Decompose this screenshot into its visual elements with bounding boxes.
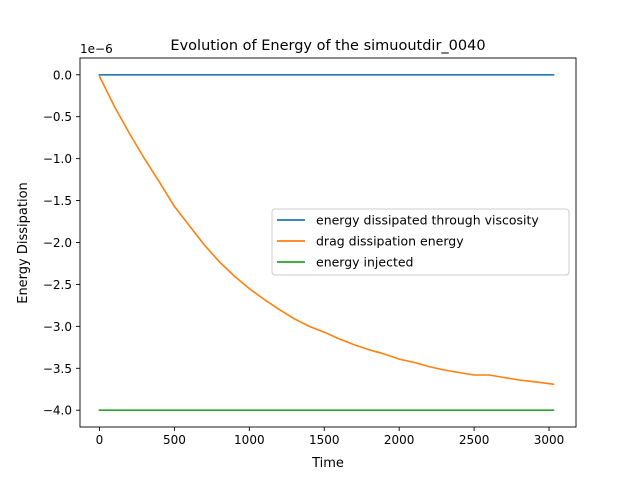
y-tick-label: −4.0 <box>43 404 72 418</box>
series-line-drag-dissipation-energy <box>98 75 555 386</box>
y-tick-label: 0.0 <box>53 68 72 82</box>
x-tick-label: 2500 <box>459 433 490 447</box>
y-tick-label: −1.0 <box>43 152 72 166</box>
x-tick-label: 3000 <box>534 433 565 447</box>
legend-label-energy-dissipated-through-viscosity: energy dissipated through viscosity <box>316 213 539 228</box>
x-tick-label: 1500 <box>309 433 340 447</box>
chart-title: Evolution of Energy of the simuoutdir_00… <box>170 38 485 54</box>
y-tick-label: −1.5 <box>43 194 72 208</box>
y-tick-label: −2.5 <box>43 278 72 292</box>
plot-area: 0 500 1000 1500 2000 2500 3000 0.0 −0.5 −1.0 −1.5 −… <box>43 57 577 447</box>
y-tick-label: −3.0 <box>43 320 72 334</box>
x-tick-label: 2000 <box>384 433 415 447</box>
legend-label-drag-dissipation-energy: drag dissipation energy <box>316 234 464 249</box>
y-tick-label: −0.5 <box>43 110 72 124</box>
x-tick-label: 0 <box>96 433 104 447</box>
y-axis-label: Energy Dissipation <box>16 182 31 304</box>
x-tick-label: 1000 <box>234 433 265 447</box>
y-tick-label: −2.0 <box>43 236 72 250</box>
legend-label-energy-injected: energy injected <box>316 255 414 270</box>
legend-box <box>271 208 570 276</box>
y-offset-label: 1e−6 <box>80 42 113 56</box>
y-tick-label: −3.5 <box>43 362 72 376</box>
x-axis-label: Time <box>311 456 344 471</box>
legend: energy dissipated through viscosity drag … <box>271 208 570 276</box>
x-tick-label: 500 <box>163 433 186 447</box>
